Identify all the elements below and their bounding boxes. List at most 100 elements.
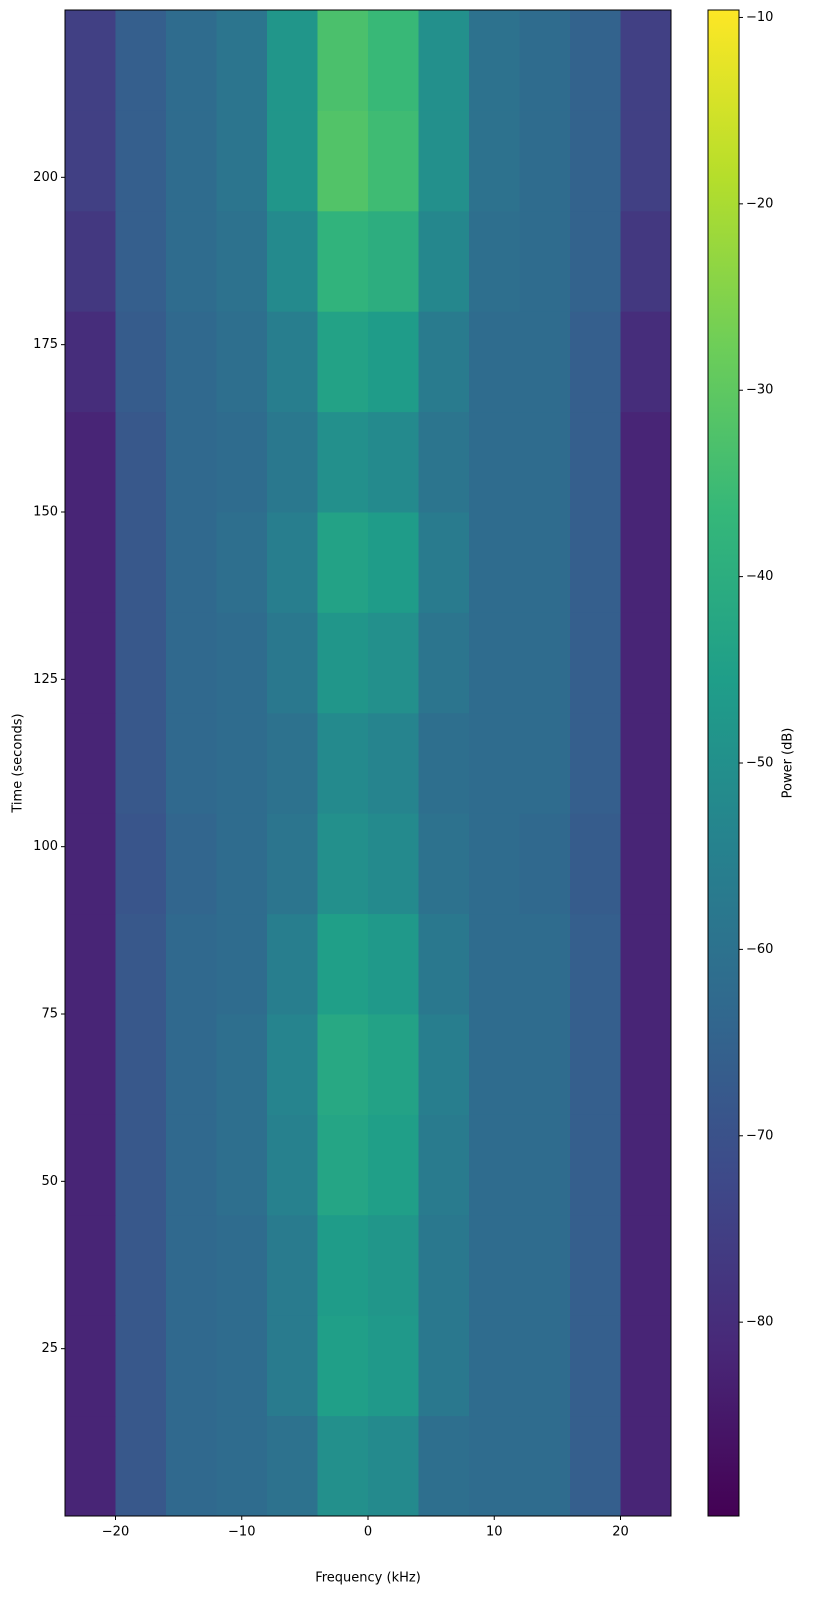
heatmap-cell <box>166 813 217 915</box>
heatmap-cell <box>216 913 268 1015</box>
heatmap-cell <box>519 110 571 212</box>
heatmap-cell <box>519 1014 571 1115</box>
heatmap-cell <box>65 512 116 613</box>
heatmap-cell <box>115 1315 167 1417</box>
heatmap-cell <box>267 1415 318 1517</box>
y-tick-label: 175 <box>33 337 58 352</box>
heatmap-cell <box>469 1315 520 1417</box>
heatmap-cell <box>317 1315 369 1417</box>
heatmap-cell <box>216 210 268 312</box>
heatmap-cell <box>65 1415 116 1517</box>
heatmap-cell <box>519 512 571 613</box>
heatmap-cell <box>216 10 268 111</box>
heatmap-cell <box>267 311 318 413</box>
heatmap-cell <box>65 1315 116 1417</box>
colorbar-tick-label: −60 <box>746 942 773 957</box>
heatmap-cell <box>418 712 470 814</box>
y-tick-label: 25 <box>41 1341 58 1356</box>
heatmap-cell <box>65 110 116 212</box>
heatmap-cell <box>166 913 217 1015</box>
heatmap-cell <box>469 411 520 513</box>
y-axis-label: Time (seconds) <box>11 713 26 813</box>
heatmap-cell <box>570 913 621 1015</box>
heatmap-cell <box>620 10 672 111</box>
heatmap-cell <box>115 1214 167 1316</box>
heatmap-cell <box>418 411 470 513</box>
heatmap-cell <box>620 512 672 613</box>
heatmap-cell <box>368 311 419 413</box>
heatmap-cell <box>166 1315 217 1417</box>
heatmap-cell <box>115 110 167 212</box>
heatmap-cell <box>570 110 621 212</box>
heatmap <box>65 10 672 1517</box>
heatmap-cell <box>65 1214 116 1316</box>
heatmap-cell <box>620 712 672 814</box>
heatmap-cell <box>115 813 167 915</box>
heatmap-cell <box>368 1315 419 1417</box>
heatmap-cell <box>469 110 520 212</box>
x-tick-label: 20 <box>612 1525 629 1540</box>
heatmap-cell <box>216 612 268 714</box>
heatmap-cell <box>216 813 268 915</box>
heatmap-cell <box>317 210 369 312</box>
y-tick-label: 200 <box>33 170 58 185</box>
heatmap-cell <box>317 411 369 513</box>
heatmap-cell <box>166 10 217 111</box>
heatmap-cell <box>216 311 268 413</box>
heatmap-cell <box>115 1415 167 1517</box>
heatmap-cell <box>519 1114 571 1216</box>
heatmap-cell <box>620 612 672 714</box>
heatmap-cell <box>418 311 470 413</box>
heatmap-cell <box>166 612 217 714</box>
heatmap-cell <box>267 10 318 111</box>
heatmap-cell <box>418 1014 470 1115</box>
heatmap-cell <box>216 512 268 613</box>
heatmap-cell <box>166 411 217 513</box>
x-axis-label: Frequency (kHz) <box>315 1571 421 1586</box>
heatmap-cell <box>368 1114 419 1216</box>
heatmap-cell <box>115 512 167 613</box>
heatmap-cell <box>620 411 672 513</box>
heatmap-cell <box>469 311 520 413</box>
heatmap-cell <box>620 110 672 212</box>
heatmap-cell <box>570 712 621 814</box>
heatmap-cell <box>267 913 318 1015</box>
heatmap-cell <box>570 1114 621 1216</box>
heatmap-cell <box>216 1214 268 1316</box>
heatmap-cell <box>65 712 116 814</box>
heatmap-cell <box>418 813 470 915</box>
heatmap-cell <box>267 1315 318 1417</box>
heatmap-cell <box>267 1214 318 1316</box>
heatmap-cell <box>267 210 318 312</box>
heatmap-cell <box>267 1014 318 1115</box>
heatmap-cell <box>65 10 116 111</box>
heatmap-cell <box>115 1114 167 1216</box>
y-tick-label: 100 <box>33 839 58 854</box>
heatmap-cell <box>570 612 621 714</box>
heatmap-cell <box>620 813 672 915</box>
heatmap-cell <box>570 1014 621 1115</box>
heatmap-cell <box>267 612 318 714</box>
heatmap-cell <box>368 210 419 312</box>
heatmap-cell <box>418 1315 470 1417</box>
heatmap-cell <box>317 10 369 111</box>
x-tick-label: 0 <box>364 1525 372 1540</box>
heatmap-cell <box>317 712 369 814</box>
heatmap-cell <box>570 1415 621 1517</box>
heatmap-cell <box>216 1415 268 1517</box>
heatmap-cell <box>267 411 318 513</box>
heatmap-cell <box>317 913 369 1015</box>
heatmap-cell <box>570 10 621 111</box>
heatmap-cell <box>469 913 520 1015</box>
heatmap-cell <box>166 210 217 312</box>
x-tick-label: −20 <box>102 1525 129 1540</box>
heatmap-cell <box>570 512 621 613</box>
heatmap-cell <box>216 1114 268 1216</box>
heatmap-cell <box>519 913 571 1015</box>
heatmap-cell <box>368 913 419 1015</box>
heatmap-cell <box>418 1214 470 1316</box>
heatmap-cell <box>519 10 571 111</box>
heatmap-cell <box>418 110 470 212</box>
heatmap-cell <box>368 1415 419 1517</box>
heatmap-cell <box>267 110 318 212</box>
